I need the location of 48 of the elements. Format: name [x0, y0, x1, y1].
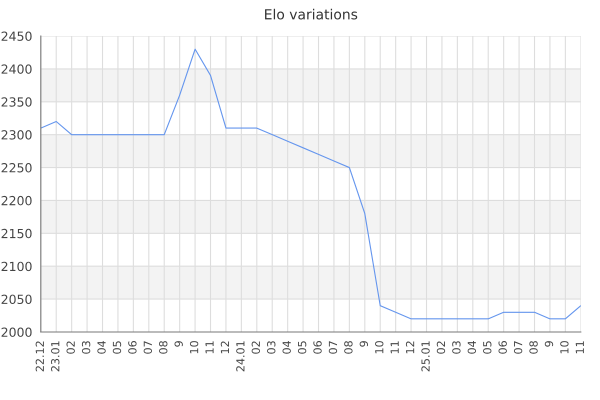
y-tick-label: 2050	[2, 294, 32, 304]
x-tick-label: 03	[452, 341, 461, 354]
y-tick-label: 2400	[2, 64, 32, 74]
x-tick-label: 04	[468, 340, 476, 354]
x-tick-label: 11	[390, 341, 399, 354]
y-tick-label: 2300	[2, 130, 32, 140]
x-tick-label: 11	[576, 341, 584, 354]
x-tick-label: 9	[174, 341, 183, 347]
y-tick-label: 2450	[2, 31, 32, 41]
x-tick-label: 04	[97, 340, 106, 354]
x-tick-label: 08	[344, 341, 353, 354]
x-tick-label: 24.01	[236, 341, 245, 372]
y-tick-label: 2000	[2, 327, 32, 337]
x-tick-label: 05	[483, 341, 492, 354]
x-tick-label: 04	[282, 340, 291, 354]
x-tick-label: 05	[298, 341, 306, 354]
x-tick-label: 02	[66, 341, 75, 354]
y-tick-label: 2250	[2, 163, 32, 172]
x-tick-label: 11	[205, 341, 214, 354]
x-tick-label: 10	[190, 341, 198, 354]
x-tick-label: 06	[313, 341, 322, 354]
y-tick-label: 2200	[2, 196, 32, 206]
x-tick-label: 22.12	[36, 341, 44, 372]
x-tick-label: 10	[375, 341, 384, 354]
x-tick-label: 10	[560, 341, 569, 354]
x-tick-label: 07	[514, 341, 522, 354]
y-tick-label: 2100	[2, 262, 32, 272]
x-tick-label: 9	[544, 341, 554, 347]
x-tick-label: 12	[406, 341, 414, 354]
x-tick-label: 05	[112, 341, 122, 354]
line-series	[40, 48, 581, 320]
x-tick-label: 06	[498, 341, 507, 354]
x-tick-label: 08	[529, 341, 538, 354]
x-tick-label: 06	[128, 341, 137, 354]
x-tick-label: 08	[159, 341, 168, 354]
x-tick-label: 02	[436, 341, 446, 354]
x-tick-label: 07	[328, 341, 338, 354]
x-tick-label: 12	[220, 341, 230, 354]
x-tick-label: 25.01	[421, 341, 430, 372]
x-tick-label: 03	[267, 341, 276, 354]
y-tick-label: 2150	[2, 228, 32, 238]
x-tick-label: 07	[144, 341, 152, 354]
x-tick-label: 23.01	[51, 341, 60, 372]
y-tick-label: 2350	[2, 97, 32, 107]
x-tick-label: 02	[252, 341, 260, 354]
chart-title: Elo variations	[265, 8, 358, 20]
x-tick-label: 9	[360, 341, 368, 347]
x-tick-label: 03	[82, 341, 90, 354]
